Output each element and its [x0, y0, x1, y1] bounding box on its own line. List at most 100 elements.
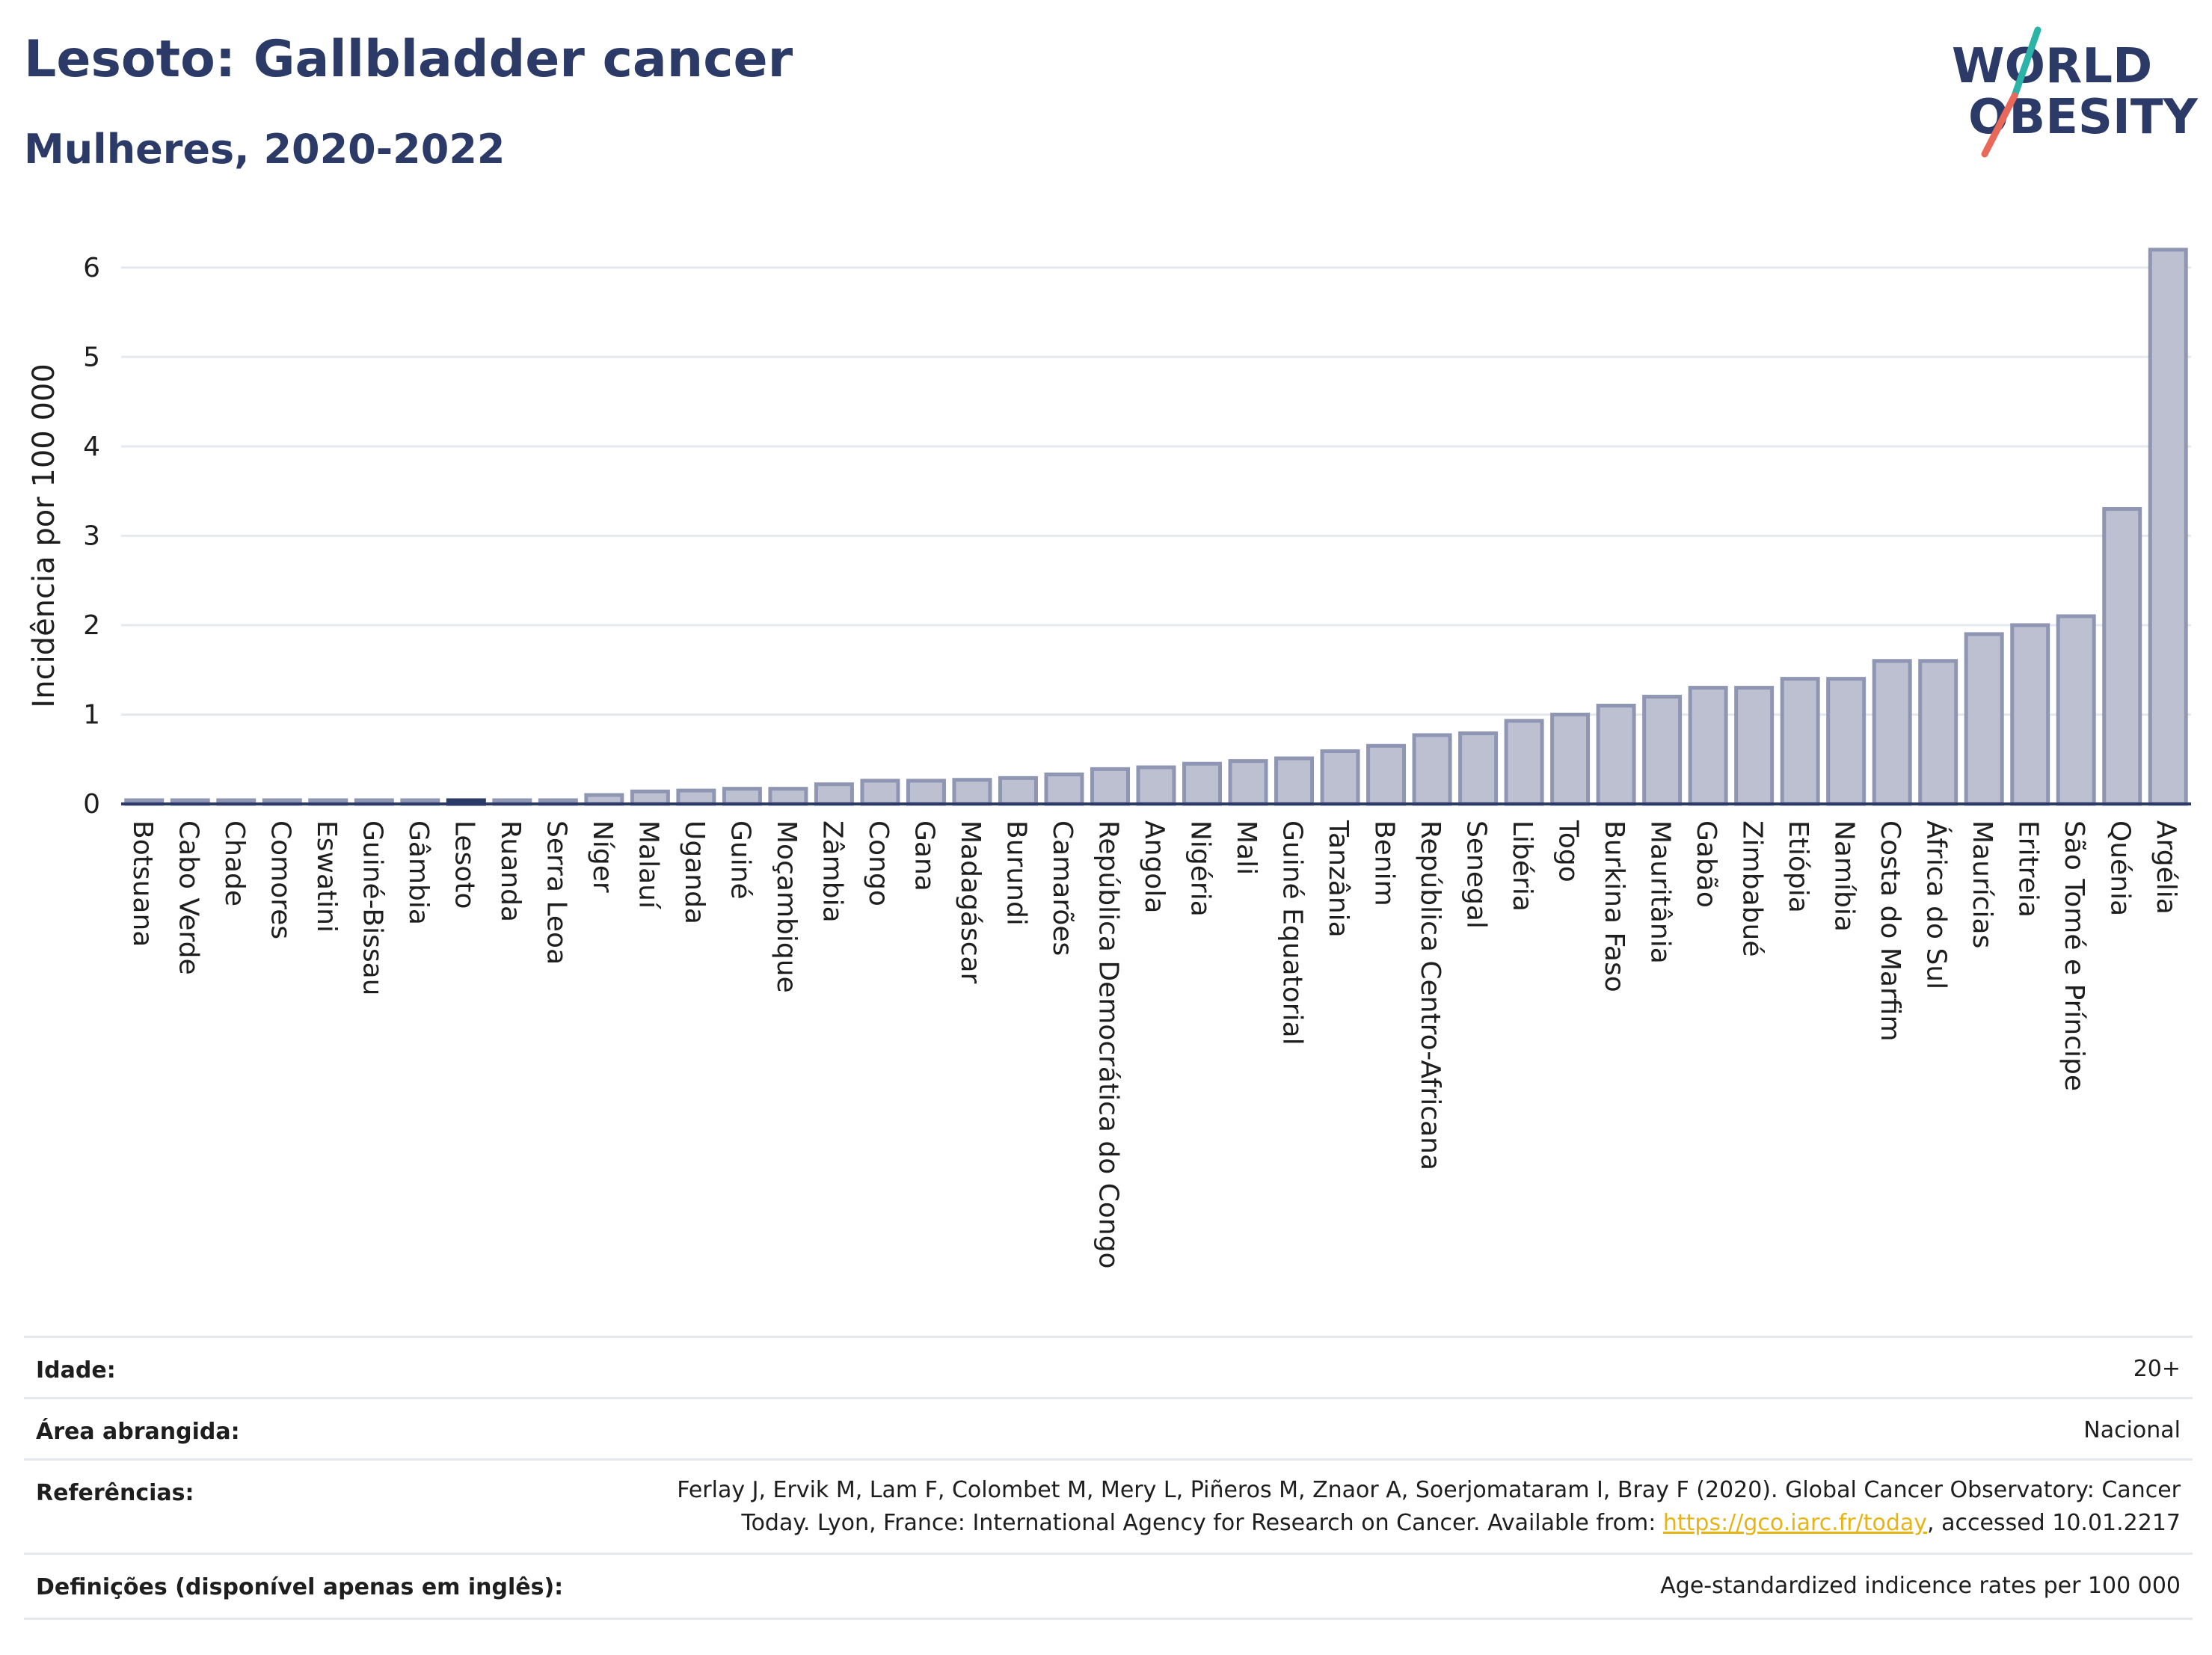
x-tick-label: Lesoto: [449, 820, 479, 909]
x-tick-label: Quénia: [2105, 820, 2136, 916]
bar-burundi: [998, 776, 1038, 806]
x-tick-label: Moçambique: [771, 820, 802, 993]
bar-zâmbia: [814, 782, 854, 806]
x-tick-label: Eritreia: [2013, 820, 2044, 918]
x-tick-label: Maurícias: [1967, 820, 1997, 948]
bar-gabão: [1688, 686, 1728, 806]
x-tick-label: Botsuana: [127, 820, 158, 947]
x-tick-label: Congo: [863, 820, 894, 906]
x-tick-label: Burkina Faso: [1599, 820, 1629, 992]
x-tick-label: Tanzânia: [1323, 820, 1354, 938]
bar-quénia: [2102, 507, 2142, 806]
x-tick-label: Angola: [1139, 820, 1170, 913]
y-tick-label: 5: [83, 342, 100, 372]
bar-senegal: [1458, 731, 1499, 806]
x-tick-label: Argélia: [2151, 820, 2181, 915]
definitions-value: Age-standardized indicence rates per 100…: [1660, 1573, 2181, 1599]
bar-madagáscar: [952, 778, 992, 806]
bar-benim: [1366, 743, 1407, 806]
x-axis-labels: Botsuana Cabo Verde Chade Comores Eswatini Gu…: [127, 820, 2181, 1269]
x-tick-label: Serra Leoa: [541, 820, 571, 965]
y-tick-label: 1: [83, 699, 100, 730]
y-axis-label: Incidência por 100 000: [27, 363, 61, 707]
x-tick-label: Mauritânia: [1645, 820, 1676, 964]
meta-row-references: Referências: Ferlay J, Ervik M, Lam F, C…: [24, 1458, 2193, 1555]
x-tick-label: Libéria: [1507, 820, 1537, 912]
x-tick-label: Guiné Equatorial: [1277, 820, 1308, 1045]
x-tick-label: Ruanda: [495, 820, 526, 922]
bar-angola: [1136, 765, 1176, 806]
y-axis-ticks: 0 1 2 3 4 5 6: [83, 253, 100, 820]
references-label: Referências:: [36, 1480, 194, 1506]
x-tick-label: República Centro-Africana: [1415, 820, 1446, 1170]
bar-etiópia: [1780, 677, 1820, 806]
bar-uganda: [676, 788, 716, 806]
age-value: 20+: [2133, 1356, 2181, 1382]
bar-zimbabué: [1734, 686, 1775, 806]
x-tick-label: Camarões: [1047, 820, 1078, 956]
x-tick-label: Gâmbia: [403, 820, 434, 925]
x-tick-label: Togo: [1553, 820, 1584, 882]
chart-title: Lesoto: Gallbladder cancer: [24, 30, 793, 89]
bars: [124, 248, 2188, 806]
x-tick-label: Guiné-Bissau: [357, 820, 387, 995]
bar-nigéria: [1182, 761, 1223, 806]
x-tick-label: Burundi: [1001, 820, 1031, 926]
bar-são-tomé-e-príncipe: [2056, 614, 2096, 806]
bar-costa-do-marfim: [1872, 659, 1912, 806]
bar-tanzânia: [1320, 749, 1360, 806]
references-value: Ferlay J, Ervik M, Lam F, Colombet M, Me…: [677, 1474, 2181, 1540]
bar-eritreia: [2010, 623, 2050, 806]
y-tick-label: 3: [83, 521, 100, 551]
bar-moçambique: [768, 787, 808, 806]
x-tick-label: Níger: [587, 820, 618, 893]
x-tick-label: Nigéria: [1185, 820, 1216, 917]
x-tick-label: Cabo Verde: [173, 820, 203, 975]
bar-togo: [1550, 712, 1591, 806]
bar-burkina-faso: [1596, 704, 1636, 806]
x-tick-label: Gana: [909, 820, 939, 891]
logo-line1: WORLD: [1952, 39, 2152, 94]
x-tick-label: Uganda: [679, 820, 710, 924]
bar-mauritânia: [1642, 695, 1683, 806]
x-tick-label: Comores: [265, 820, 295, 939]
references-line2: Today. Lyon, France: International Agenc…: [677, 1507, 2181, 1540]
bar-república-centro-africana: [1412, 733, 1452, 806]
y-tick-label: 4: [83, 432, 100, 462]
x-tick-label: Madagáscar: [955, 820, 986, 984]
chart-subtitle: Mulheres, 2020-2022: [24, 126, 506, 173]
bar-república-democrática-do-congo: [1090, 767, 1130, 806]
x-tick-label: Senegal: [1461, 820, 1492, 929]
references-line1: Ferlay J, Ervik M, Lam F, Colombet M, Me…: [677, 1477, 2181, 1503]
x-tick-label: Etiópia: [1783, 820, 1813, 913]
references-accessed: , accessed 10.01.2217: [1927, 1510, 2181, 1536]
x-tick-label: Zimbabué: [1737, 820, 1768, 957]
x-tick-label: Gabão: [1691, 820, 1721, 908]
area-label: Área abrangida:: [36, 1419, 240, 1445]
bar-chart: 0 1 2 3 4 5 6 Botsuana Cabo Verde Chade Comores Es…: [27, 248, 2191, 1269]
metadata-table: Idade: 20+ Área abrangida: Nacional Refe…: [24, 1336, 2193, 1635]
x-tick-label: Eswatini: [311, 820, 342, 933]
definitions-label: Definições (disponível apenas em inglês)…: [36, 1574, 564, 1600]
meta-row-age: Idade: 20+: [24, 1336, 2193, 1399]
y-tick-label: 2: [83, 610, 100, 641]
bar-guiné-equatorial: [1274, 756, 1315, 806]
logo-slash-teal: [2011, 26, 2042, 99]
y-tick-label: 6: [83, 253, 100, 283]
world-obesity-logo: WORLD OBESITY: [1952, 26, 2198, 158]
x-tick-label: Zâmbia: [817, 820, 847, 923]
x-tick-label: República Democrática do Congo: [1093, 820, 1123, 1269]
y-tick-label: 0: [83, 789, 100, 820]
references-link[interactable]: https://gco.iarc.fr/today: [1662, 1510, 1928, 1536]
bar-camarões: [1044, 773, 1084, 806]
bar-mali: [1228, 759, 1268, 806]
x-tick-label: Costa do Marfim: [1875, 820, 1905, 1042]
bar-libéria: [1504, 719, 1544, 806]
x-tick-label: Chade: [219, 820, 250, 906]
x-tick-label: Mali: [1231, 820, 1262, 875]
x-tick-label: São Tomé e Príncipe: [2059, 820, 2089, 1091]
bar-congo: [860, 779, 900, 806]
bar-guiné: [722, 787, 762, 806]
meta-row-definitions: Definições (disponível apenas em inglês)…: [24, 1553, 2193, 1620]
age-label: Idade:: [36, 1357, 116, 1384]
